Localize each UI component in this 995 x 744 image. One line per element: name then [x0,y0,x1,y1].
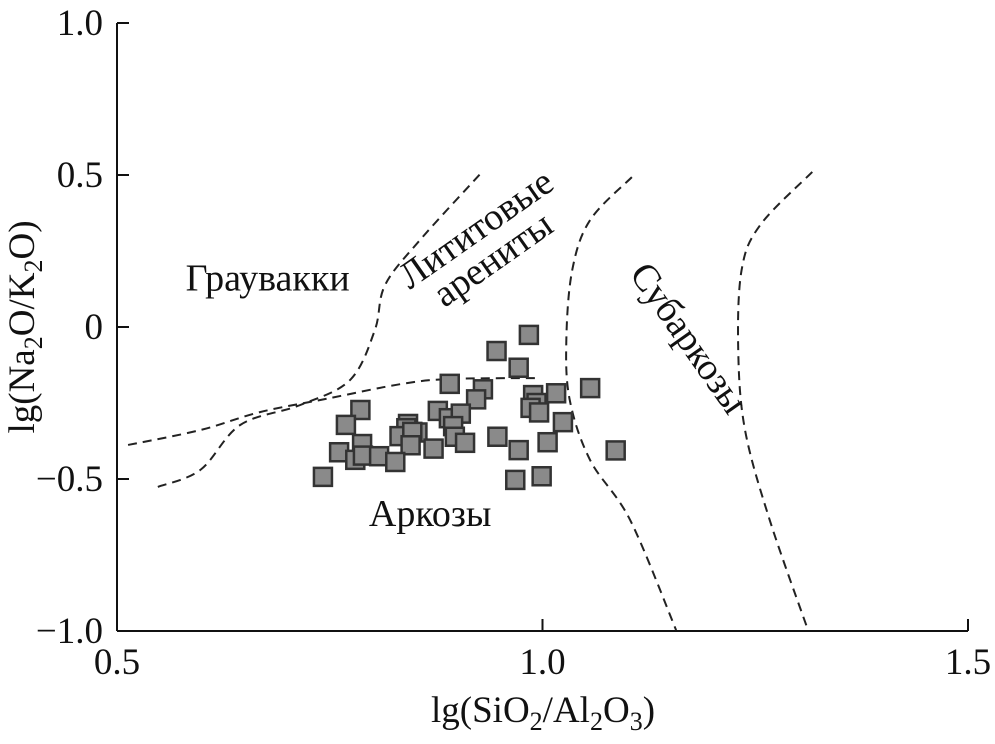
boundary-line [737,171,813,631]
x-tick-label: 1.5 [945,642,991,683]
data-point [454,432,476,454]
data-point [552,411,574,433]
region-label: Аркозы [369,493,492,535]
data-point [505,469,526,491]
region-label: Субаркозы [621,255,755,422]
data-point [518,324,540,346]
data-point [400,435,421,456]
data-points [312,324,626,491]
data-point [465,389,487,410]
data-point [605,440,626,461]
axes: 1.00.50−0.5−1.00.5 1.0 1.5 [36,3,991,683]
y-axis-label: lg(Na2O/K2O) [2,220,48,433]
y-tick-label: 0 [85,307,104,348]
data-point [508,357,529,378]
region-label: Граувакки [186,258,350,300]
data-point [531,466,552,487]
data-point [528,402,550,423]
data-point [350,399,371,421]
data-point [312,466,334,488]
data-point [335,414,357,436]
data-point [579,377,601,399]
data-point [439,373,460,395]
y-tick-label: 1.0 [57,3,103,44]
boundary-line [157,171,483,488]
data-point [508,439,529,461]
data-point [545,383,567,404]
x-axis-label: lg(SiO2/Al2O3) [431,690,655,736]
x-tick-label: 1.0 [519,642,565,683]
y-tick-label: −1.0 [36,611,103,652]
data-point [537,431,558,453]
x-tick-label: 0.5 [94,642,140,683]
boundary-line [565,176,678,631]
data-point [486,340,507,362]
y-tick-label: −0.5 [36,459,103,500]
data-point [487,426,508,447]
data-point [423,438,444,459]
data-point [385,451,406,473]
y-tick-label: 0.5 [57,155,103,196]
